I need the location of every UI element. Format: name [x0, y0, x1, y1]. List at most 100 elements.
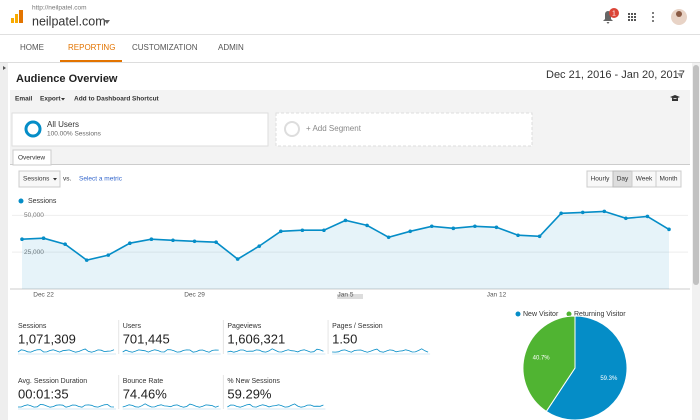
select-metric[interactable]: Select a metric — [79, 176, 123, 183]
dropdown-arrow[interactable] — [677, 73, 683, 77]
x-tick-label: Dec 29 — [184, 292, 205, 299]
metric-value: 701,445 — [123, 331, 170, 346]
nav-item[interactable]: CUSTOMIZATION — [132, 43, 198, 52]
legend-marker — [18, 198, 24, 204]
point[interactable] — [624, 216, 628, 221]
metric-value: 74.46% — [123, 386, 168, 401]
area — [22, 211, 669, 289]
segment-box[interactable] — [11, 112, 269, 147]
metric-label: Pageviews — [227, 323, 261, 330]
divider — [0, 62, 700, 63]
site-name[interactable]: neilpatel.com — [32, 14, 106, 28]
site-url: http://neilpatel.com — [32, 5, 87, 12]
legend-marker — [566, 311, 572, 317]
metric-value: 1.50 — [332, 331, 357, 346]
dropdown-arrow[interactable] — [104, 20, 110, 24]
segment-detail: 100.00% Sessions — [47, 131, 102, 138]
scroll-thumb[interactable] — [693, 65, 699, 285]
point[interactable] — [516, 233, 520, 238]
point[interactable] — [171, 238, 175, 243]
point[interactable] — [84, 258, 89, 262]
metric-label: % New Sessions — [227, 378, 280, 385]
point[interactable] — [257, 244, 262, 248]
tab-label[interactable]: Overview — [18, 155, 45, 162]
point[interactable] — [645, 214, 650, 219]
granularity-label[interactable]: Week — [636, 176, 653, 183]
y-tick-label: 25,000 — [24, 249, 44, 256]
point[interactable] — [386, 235, 391, 240]
metric-select-label[interactable]: Sessions — [23, 176, 50, 183]
granularity-button[interactable] — [655, 170, 682, 188]
point[interactable] — [235, 257, 240, 261]
sparkline — [332, 348, 429, 353]
toolbar-button[interactable]: Add to Dashboard — [74, 96, 130, 103]
point[interactable] — [128, 241, 132, 245]
date-range[interactable]: Dec 21, 2016 - Jan 20, 2017 — [546, 69, 685, 81]
point[interactable] — [192, 239, 197, 244]
point[interactable] — [559, 211, 563, 216]
pie-slice[interactable] — [522, 315, 576, 413]
point[interactable] — [106, 253, 111, 257]
point[interactable] — [20, 237, 24, 242]
add-segment[interactable]: + Add Segment — [306, 124, 362, 133]
expand-arrow[interactable] — [3, 66, 6, 70]
tab[interactable] — [12, 149, 52, 166]
point[interactable] — [300, 228, 305, 233]
point[interactable] — [63, 242, 67, 247]
sparkline — [17, 348, 115, 353]
granularity-label[interactable]: Month — [659, 176, 677, 183]
report-title: Audience Overview — [16, 73, 118, 85]
metric-label: Pages / Session — [332, 323, 383, 330]
point[interactable] — [602, 209, 607, 214]
point[interactable] — [365, 223, 369, 228]
point[interactable] — [214, 240, 218, 244]
point[interactable] — [408, 229, 413, 234]
point[interactable] — [149, 237, 154, 242]
nav-item[interactable]: ADMIN — [218, 43, 244, 52]
point[interactable] — [580, 210, 585, 215]
toolbar-button[interactable]: Export — [40, 96, 61, 103]
toolbar-button[interactable]: Email — [15, 96, 33, 103]
help-icon[interactable] — [670, 95, 680, 101]
point[interactable] — [322, 228, 326, 233]
dropdown-arrow[interactable] — [53, 178, 57, 181]
sparkline — [18, 403, 115, 408]
add-segment-box[interactable] — [275, 112, 533, 147]
point[interactable] — [343, 218, 348, 223]
metric-value: 00:01:35 — [18, 386, 69, 401]
point[interactable] — [41, 236, 46, 240]
point[interactable] — [429, 224, 434, 229]
granularity-label[interactable]: Day — [617, 176, 629, 183]
slice-label: 40.7% — [533, 355, 551, 361]
divider — [10, 164, 690, 165]
point[interactable] — [451, 226, 456, 231]
point[interactable] — [494, 225, 499, 230]
sparkline — [122, 403, 219, 408]
toolbar-button[interactable]: Shortcut — [132, 96, 160, 103]
side-strip[interactable] — [0, 63, 8, 420]
point[interactable] — [667, 227, 671, 232]
y-tick-label: 50,000 — [24, 212, 44, 219]
metric-select[interactable] — [18, 170, 61, 188]
point[interactable] — [473, 224, 477, 229]
x-tick-label: Jan 12 — [487, 292, 507, 299]
metric-value: 1,606,321 — [227, 331, 285, 346]
dropdown-arrow[interactable] — [61, 98, 65, 101]
sparkline — [227, 403, 324, 408]
metric-value: 1,071,309 — [18, 331, 76, 346]
nav-item-active[interactable]: REPORTING — [68, 43, 115, 52]
point[interactable] — [537, 234, 542, 239]
chart-resize-handle[interactable] — [337, 294, 363, 299]
metric-label: Sessions — [18, 323, 47, 330]
point[interactable] — [279, 229, 283, 234]
apps-icon[interactable] — [628, 13, 636, 21]
more-icon[interactable] — [652, 12, 654, 22]
segment-icon — [24, 120, 42, 138]
nav-item[interactable]: HOME — [20, 43, 44, 52]
sparkline — [122, 349, 219, 353]
metric-value: 59.29% — [227, 386, 272, 401]
granularity-label[interactable]: Hourly — [591, 176, 611, 183]
metric-label: Users — [123, 323, 142, 330]
